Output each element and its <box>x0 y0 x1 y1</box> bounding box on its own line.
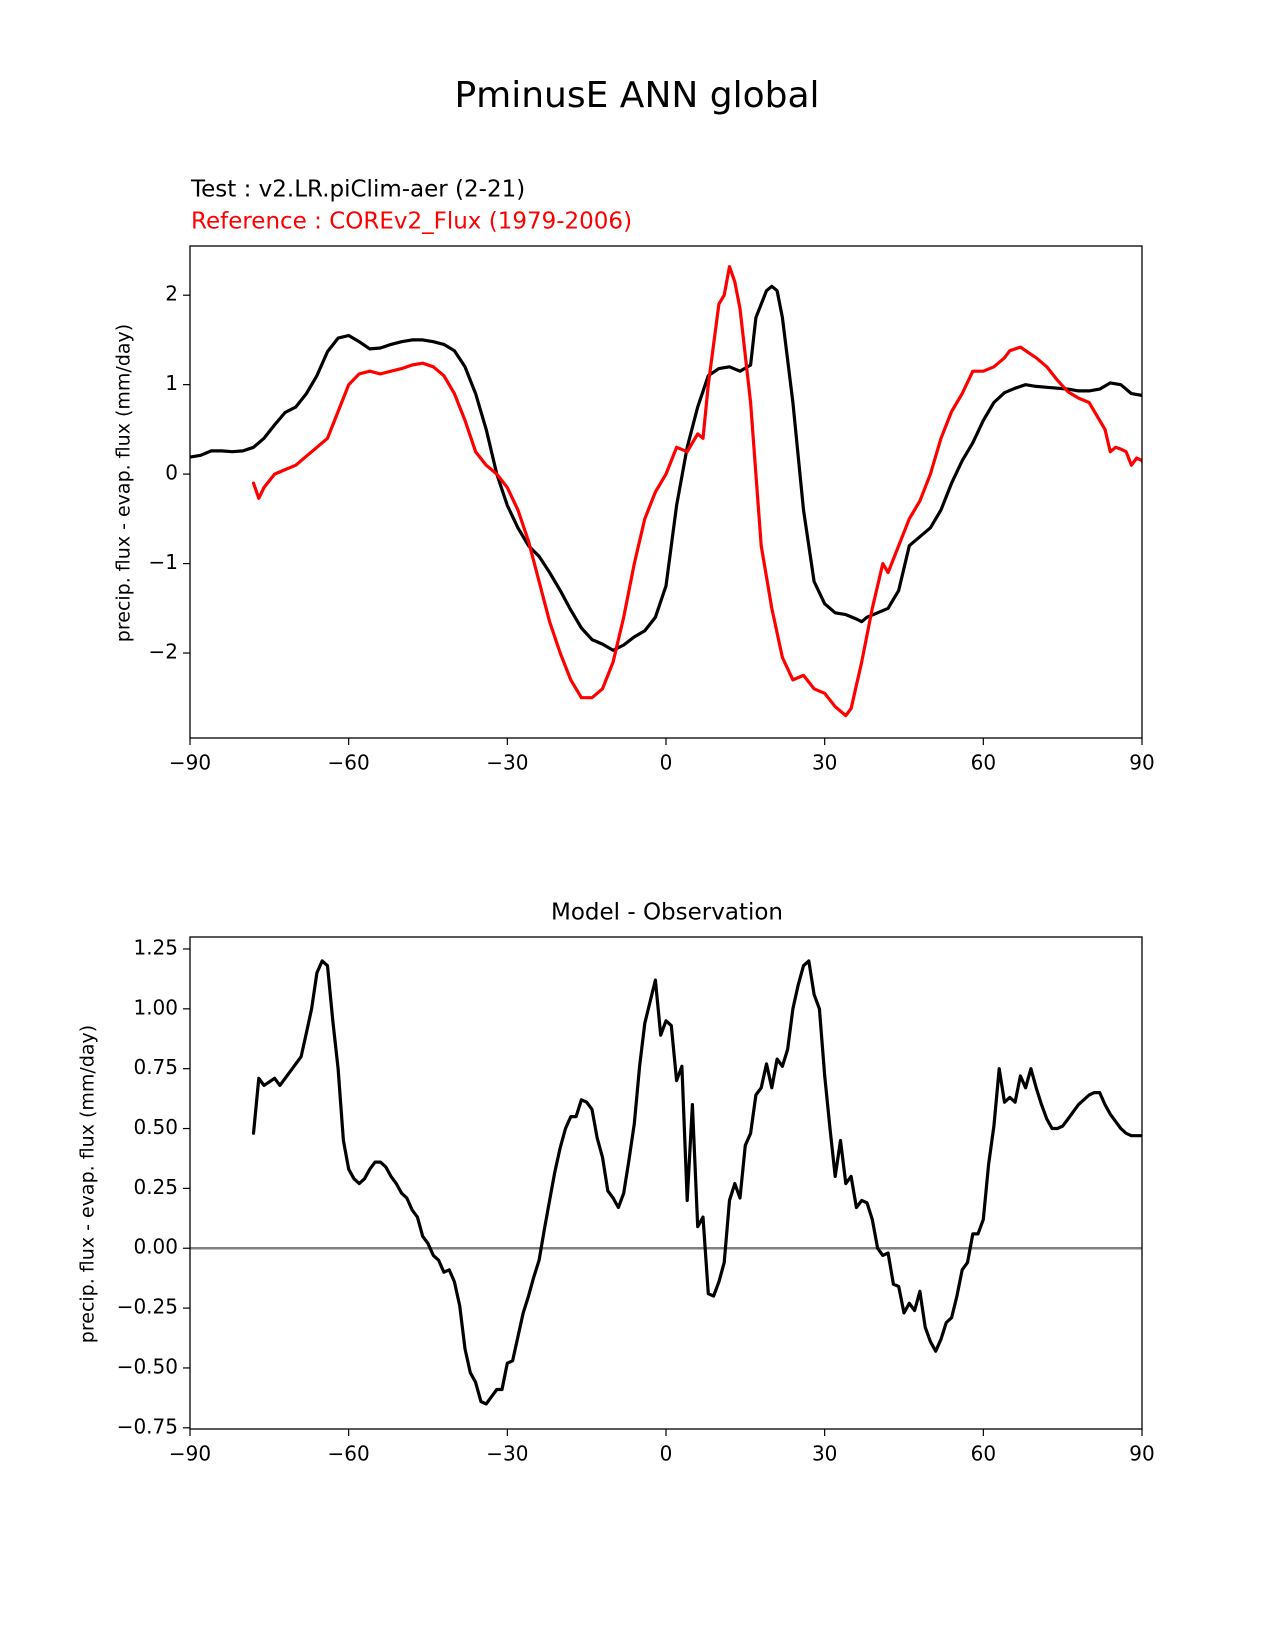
bottom-plot-lines <box>190 959 1142 1406</box>
x-tick-label: 0 <box>660 751 673 775</box>
reference-series-line <box>251 265 1142 718</box>
y-tick-label: 1 <box>165 371 178 395</box>
bottom-y-axis-label: precip. flux - evap. flux (mm/day) <box>77 1025 99 1343</box>
y-tick-label: 0.50 <box>133 1115 178 1139</box>
y-tick-label: 2 <box>165 282 178 306</box>
y-tick-label: −0.50 <box>117 1354 178 1378</box>
y-tick-label: 1.00 <box>133 995 178 1019</box>
bottom-title: Model - Observation <box>551 900 783 926</box>
x-tick-label: −30 <box>486 751 528 775</box>
top-plot-frame <box>189 245 1143 739</box>
x-tick-label: 30 <box>812 751 837 775</box>
x-tick-label: −60 <box>328 1442 370 1466</box>
x-tick-label: 30 <box>812 1442 837 1466</box>
reference-label: Reference : COREv2_Flux (1979-2006) <box>191 209 632 235</box>
figure-title: PminusE ANN global <box>454 75 819 116</box>
x-tick-label: −90 <box>169 751 211 775</box>
y-tick-label: −1 <box>149 550 178 574</box>
x-tick-label: −90 <box>169 1442 211 1466</box>
y-tick-label: 0.75 <box>133 1055 178 1079</box>
y-tick-label: 1.25 <box>133 935 178 959</box>
x-tick-label: 90 <box>1129 1442 1154 1466</box>
bottom-axis-ticks: −90 −60 −30 0 30 60 90 1.25 1.00 0.75 0.50 0.25 0.00… <box>117 935 1155 1465</box>
x-tick-label: 90 <box>1129 751 1154 775</box>
top-panel: Test : v2.LR.piClim-aer (2-21) Reference… <box>113 177 1155 775</box>
test-label: Test : v2.LR.piClim-aer (2-21) <box>190 177 525 203</box>
y-tick-label: −0.25 <box>117 1295 178 1319</box>
top-plot-lines <box>190 265 1142 718</box>
x-tick-label: −30 <box>486 1442 528 1466</box>
top-y-axis-label: precip. flux - evap. flux (mm/day) <box>113 324 135 642</box>
x-tick-label: 60 <box>971 751 996 775</box>
y-tick-label: 0 <box>165 461 178 485</box>
bottom-plot-frame <box>189 936 1143 1430</box>
y-tick-label: −0.75 <box>117 1414 178 1438</box>
y-tick-label: 0.25 <box>133 1175 178 1199</box>
y-tick-label: 0.00 <box>133 1235 178 1259</box>
y-tick-label: −2 <box>149 640 178 664</box>
x-tick-label: 0 <box>660 1442 673 1466</box>
x-tick-label: 60 <box>971 1442 996 1466</box>
top-axis-ticks: −90 −60 −30 0 30 60 90 2 1 0 −1 −2 <box>149 282 1155 775</box>
bottom-panel: Model - Observation precip. flux - evap.… <box>77 900 1155 1466</box>
test-series-line <box>190 284 1142 652</box>
difference-series-line <box>251 959 1142 1406</box>
x-tick-label: −60 <box>328 751 370 775</box>
